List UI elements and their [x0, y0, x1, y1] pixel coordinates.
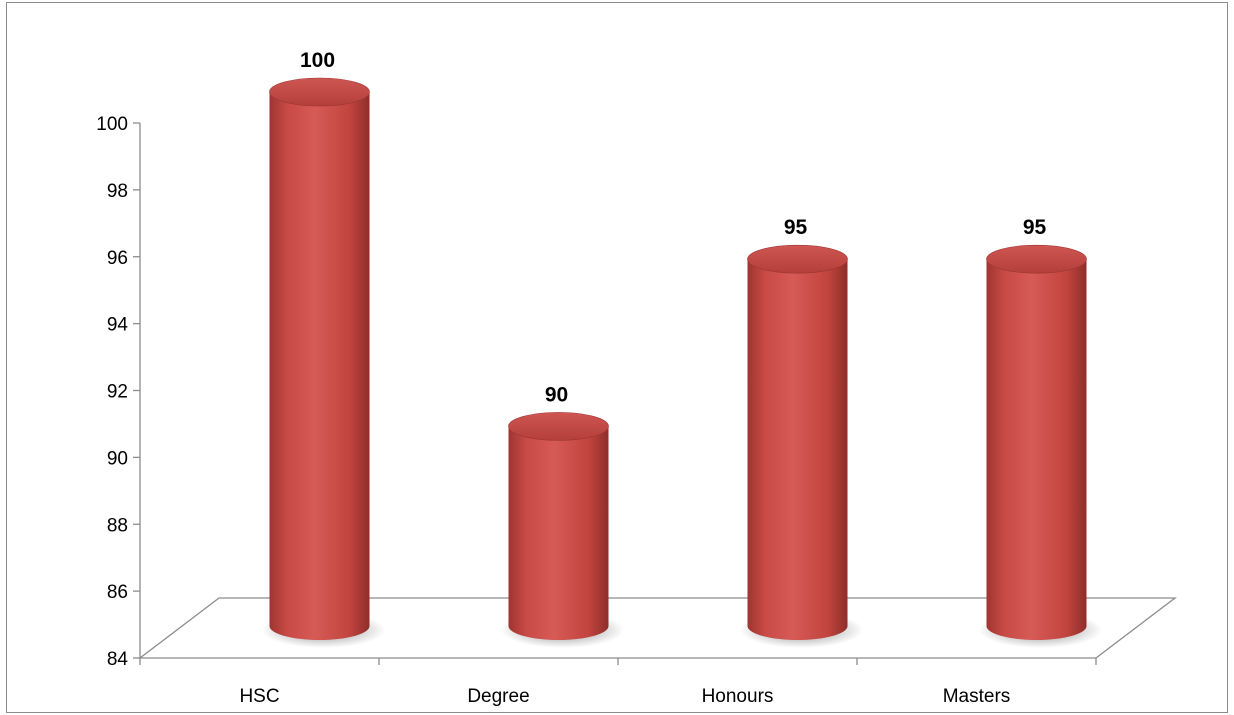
- bar-cap: [986, 244, 1087, 274]
- bar-hsc: [261, 77, 386, 648]
- y-tick-label: 86: [107, 582, 128, 603]
- bar-honours: [739, 244, 864, 648]
- y-tick-label: 94: [107, 315, 129, 336]
- bar-cap: [508, 412, 609, 441]
- bar-body: [508, 426, 609, 640]
- x-category-label: Honours: [702, 686, 774, 707]
- bar-masters: [978, 244, 1103, 648]
- x-category-label: Masters: [943, 686, 1011, 707]
- bar-body: [269, 92, 370, 640]
- y-tick-label: 92: [107, 382, 128, 403]
- bar-cap: [747, 244, 848, 274]
- y-tick-label: 100: [96, 114, 128, 135]
- y-tick-label: 96: [107, 248, 128, 269]
- data-label: 95: [784, 216, 808, 239]
- bar-degree: [500, 412, 625, 648]
- x-category-label: Degree: [467, 686, 529, 707]
- y-tick-label: 90: [107, 448, 128, 469]
- y-tick-label: 98: [107, 181, 128, 202]
- chart-floor: [138, 597, 1177, 659]
- x-category-label: HSC: [239, 686, 279, 707]
- y-tick-label: 84: [107, 649, 129, 670]
- y-tick-label: 88: [107, 515, 128, 536]
- data-label: 90: [545, 383, 568, 406]
- data-label: 100: [300, 49, 335, 72]
- bar-body: [986, 259, 1087, 640]
- data-label: 95: [1023, 216, 1047, 239]
- bar-cap: [269, 77, 370, 107]
- bar-body: [747, 259, 848, 640]
